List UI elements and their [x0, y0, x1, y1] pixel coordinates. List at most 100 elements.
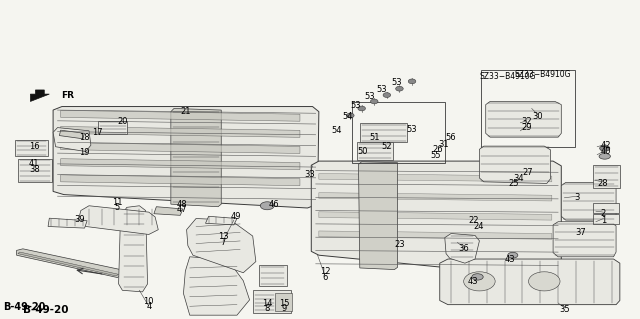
Text: FR: FR: [61, 91, 74, 100]
Bar: [593, 165, 620, 188]
Polygon shape: [311, 161, 561, 272]
Polygon shape: [61, 143, 300, 153]
Polygon shape: [171, 108, 221, 207]
Polygon shape: [61, 175, 300, 186]
Text: 29: 29: [522, 123, 532, 132]
Bar: [481, 70, 575, 147]
Polygon shape: [48, 218, 87, 228]
Text: 40: 40: [601, 147, 611, 156]
Ellipse shape: [260, 202, 274, 210]
Text: 53: 53: [364, 93, 374, 101]
Polygon shape: [60, 130, 84, 139]
Polygon shape: [319, 231, 552, 239]
Text: 30: 30: [532, 112, 543, 121]
Text: 11: 11: [112, 198, 123, 207]
Bar: [351, 102, 445, 163]
Text: 53: 53: [376, 85, 387, 94]
Text: 36: 36: [458, 244, 469, 253]
Polygon shape: [18, 252, 118, 276]
Ellipse shape: [599, 153, 611, 159]
Ellipse shape: [472, 274, 483, 280]
Text: 39: 39: [74, 215, 85, 224]
Text: 52: 52: [381, 142, 392, 151]
Text: 13: 13: [218, 232, 228, 241]
Ellipse shape: [396, 86, 403, 91]
Polygon shape: [61, 159, 300, 170]
Text: 18: 18: [79, 133, 90, 142]
Bar: [360, 123, 407, 142]
Text: 50: 50: [358, 147, 368, 156]
Text: 4: 4: [146, 302, 152, 311]
Text: 7: 7: [220, 238, 226, 247]
Text: 51: 51: [369, 133, 380, 142]
Bar: [593, 214, 619, 224]
Text: SZ33−B4910G: SZ33−B4910G: [514, 70, 570, 79]
Text: 19: 19: [79, 148, 90, 157]
Text: 37: 37: [575, 228, 586, 237]
Text: 23: 23: [394, 241, 404, 249]
Bar: [12, 229, 131, 318]
Text: 47: 47: [176, 205, 187, 214]
Bar: [275, 293, 292, 311]
Text: 56: 56: [446, 133, 456, 142]
Text: 53: 53: [350, 101, 361, 110]
Ellipse shape: [383, 93, 390, 98]
Bar: [18, 159, 52, 182]
Polygon shape: [445, 234, 479, 263]
Text: 32: 32: [522, 117, 532, 126]
Text: 14: 14: [262, 299, 273, 308]
Ellipse shape: [529, 272, 560, 291]
Text: 16: 16: [29, 142, 40, 151]
Text: 21: 21: [180, 107, 191, 115]
Text: 31: 31: [438, 140, 449, 149]
Text: 20: 20: [117, 117, 127, 126]
Polygon shape: [486, 101, 561, 137]
Text: 17: 17: [92, 128, 102, 137]
Text: 43: 43: [468, 277, 479, 286]
Text: 54: 54: [342, 112, 353, 121]
Polygon shape: [184, 257, 250, 315]
Ellipse shape: [408, 79, 416, 84]
Text: 6: 6: [323, 273, 328, 282]
Text: 38: 38: [29, 165, 40, 174]
Text: 35: 35: [559, 305, 570, 314]
Polygon shape: [319, 174, 552, 182]
Text: 15: 15: [279, 299, 289, 308]
Text: 53: 53: [392, 78, 402, 87]
Ellipse shape: [358, 106, 365, 111]
Bar: [15, 140, 48, 156]
Polygon shape: [205, 216, 237, 225]
Ellipse shape: [508, 252, 518, 258]
Ellipse shape: [371, 99, 378, 104]
Polygon shape: [553, 222, 616, 257]
Text: 28: 28: [597, 179, 607, 188]
Text: 53: 53: [407, 125, 417, 134]
Text: 43: 43: [504, 255, 515, 263]
Text: 33: 33: [305, 170, 316, 179]
Bar: [99, 121, 127, 134]
Polygon shape: [187, 219, 256, 273]
Text: 48: 48: [176, 200, 187, 209]
Text: 9: 9: [282, 304, 287, 313]
Polygon shape: [31, 90, 49, 101]
Polygon shape: [440, 259, 620, 305]
Text: B-49-20: B-49-20: [23, 305, 68, 315]
Text: B-49-20: B-49-20: [3, 302, 45, 312]
Text: 34: 34: [514, 174, 524, 182]
Text: 25: 25: [509, 179, 519, 188]
Polygon shape: [78, 206, 158, 234]
Ellipse shape: [346, 113, 354, 118]
Polygon shape: [17, 249, 127, 278]
Text: 5: 5: [115, 204, 120, 212]
Polygon shape: [358, 162, 397, 270]
Text: 12: 12: [320, 267, 330, 276]
Ellipse shape: [463, 272, 495, 291]
Text: 42: 42: [601, 141, 611, 150]
Ellipse shape: [600, 145, 610, 151]
Text: 27: 27: [523, 168, 533, 177]
Bar: [356, 142, 393, 160]
Polygon shape: [61, 110, 300, 121]
Polygon shape: [118, 206, 148, 292]
Polygon shape: [53, 128, 91, 152]
Bar: [253, 290, 291, 313]
